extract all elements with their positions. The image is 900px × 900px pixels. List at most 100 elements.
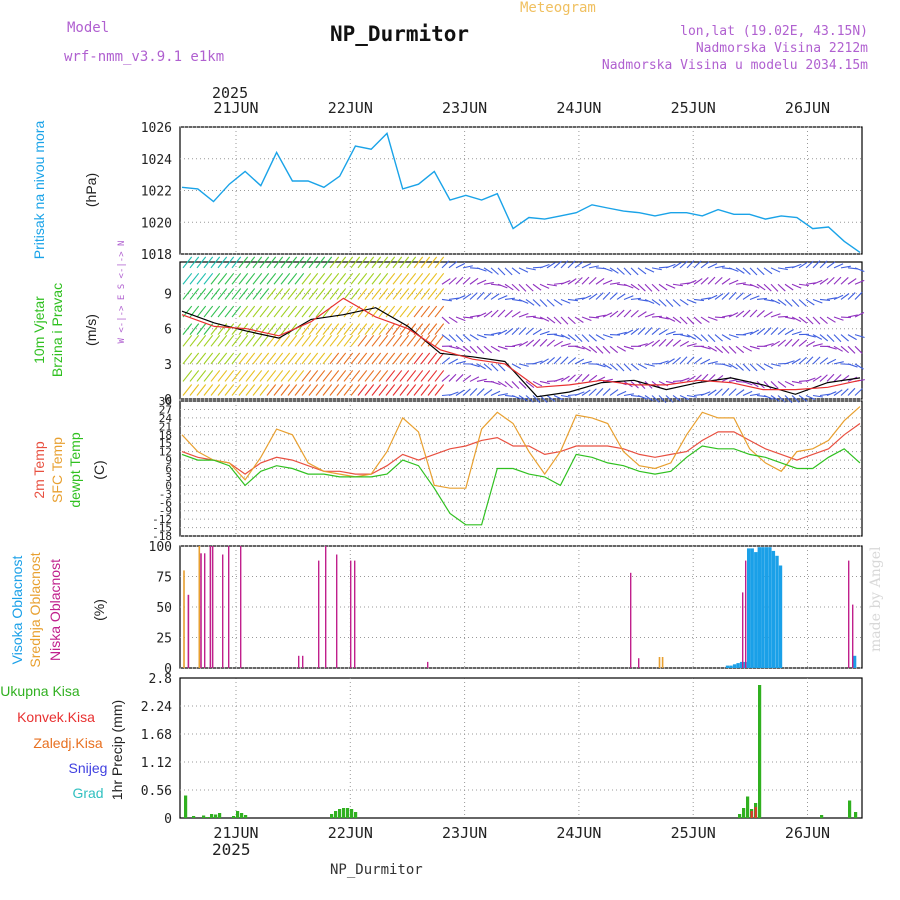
x-tick-label-bottom: 22JUN xyxy=(328,824,373,842)
low-cloud-bar xyxy=(209,546,212,668)
y-tick-label: 1026 xyxy=(141,121,172,136)
y-tick-label: 27 xyxy=(159,403,172,416)
y-tick-label: 9 xyxy=(165,454,172,467)
y-tick-label: 3 xyxy=(165,471,172,484)
y-tick-label: 0 xyxy=(164,812,172,827)
high-cloud-bar xyxy=(750,548,754,668)
mid-cloud-bar xyxy=(183,570,185,668)
y-tick-label: 12 xyxy=(159,446,172,459)
mid-cloud-bar xyxy=(661,657,664,668)
low-cloud-bar xyxy=(630,572,632,668)
x-tick-label-top: 25JUN xyxy=(671,99,716,117)
low-cloud-bar xyxy=(318,560,320,668)
total-precip-bar xyxy=(738,814,742,818)
total-precip-bar xyxy=(354,812,358,818)
x-tick-label-bottom: 24JUN xyxy=(556,824,601,842)
page-title: NP_Durmitor xyxy=(330,22,470,46)
panel-precip xyxy=(179,677,863,819)
x-tick-label-bottom: 26JUN xyxy=(785,824,830,842)
y-tick-label: 2.8 xyxy=(149,672,172,687)
total-precip-bar xyxy=(218,813,222,818)
y-tick-label: 0 xyxy=(165,479,172,492)
y-tick-label: -12 xyxy=(152,513,172,526)
wind-axis-label-2: Brzina i Pravac xyxy=(49,283,65,377)
y-tick-label: 21 xyxy=(159,420,172,433)
low-cloud-bar xyxy=(742,592,744,668)
total-precip-bar xyxy=(338,809,342,818)
panel-frame xyxy=(179,677,863,819)
high-cloud-bar xyxy=(771,550,776,668)
y-tick-label: 100 xyxy=(149,540,172,555)
footer-station: NP_Durmitor xyxy=(330,862,423,878)
high-cloud-bar xyxy=(736,663,740,668)
low-cloud-bar xyxy=(427,661,429,668)
mid-cloud-bar xyxy=(658,657,661,668)
temp-axis-label: 2m Temp xyxy=(31,441,47,499)
total-precip-bar xyxy=(202,815,206,818)
conv-precip-bar xyxy=(750,811,753,818)
low-cloud-bar xyxy=(638,658,640,668)
total-precip-bar xyxy=(746,796,750,818)
total-precip-bar xyxy=(820,815,824,818)
x-tick-label-top: 22JUN xyxy=(328,99,373,117)
total-precip-bar xyxy=(206,817,210,818)
temp-unit-label: (C) xyxy=(91,460,107,479)
total-precip-bar xyxy=(342,808,346,818)
low-cloud-bar xyxy=(187,594,190,668)
x-tick-label-top: 26JUN xyxy=(785,99,830,117)
temp-2m-line xyxy=(181,423,861,475)
precip-legend-label: Ukupna Kisa xyxy=(0,683,80,699)
total-precip-bar xyxy=(184,795,188,818)
y-tick-label: 0 xyxy=(164,393,172,408)
low-cloud-bar xyxy=(848,560,850,668)
y-tick-label: 25 xyxy=(156,632,172,647)
total-precip-bar xyxy=(236,811,240,818)
high-cloud-bar xyxy=(729,665,733,668)
y-tick-label: 30 xyxy=(159,395,172,408)
total-precip-bar xyxy=(232,816,236,818)
y-tick-label: 0 xyxy=(164,662,172,677)
y-tick-label: 15 xyxy=(159,437,172,450)
conv-precip-bar xyxy=(754,807,757,818)
low-cloud-bar xyxy=(852,604,854,668)
temp-axis-label: dewpt Temp xyxy=(67,432,83,507)
y-tick-label: 6 xyxy=(165,463,172,476)
wind-axis-label-1: 10m Vjetar xyxy=(31,296,47,364)
temp-axis-label: SFC Temp xyxy=(49,437,65,503)
dewpoint-line xyxy=(181,445,861,526)
total-precip-bar xyxy=(214,814,218,818)
cloud-axis-label: Niska Oblacnost xyxy=(47,559,63,661)
y-tick-label: 1024 xyxy=(141,153,172,168)
total-precip-bar xyxy=(350,809,354,818)
high-cloud-bar xyxy=(775,555,779,668)
temp-sfc-line xyxy=(181,406,861,489)
y-tick-label: 0.56 xyxy=(141,784,172,799)
x-tick-label-bottom: 25JUN xyxy=(671,824,716,842)
y-tick-label: 1018 xyxy=(141,248,172,263)
total-precip-bar xyxy=(334,811,338,818)
y-tick-label: 1.68 xyxy=(141,728,172,743)
y-tick-label: 18 xyxy=(159,429,172,442)
low-cloud-bar xyxy=(212,546,214,668)
y-tick-label: 3 xyxy=(164,358,172,373)
high-cloud-bar xyxy=(768,547,772,668)
y-tick-label: -15 xyxy=(152,522,172,535)
high-cloud-bar xyxy=(732,664,737,668)
low-cloud-bar xyxy=(204,553,206,668)
high-cloud-bar xyxy=(739,661,744,668)
y-tick-label: -9 xyxy=(159,505,172,518)
y-tick-label: 50 xyxy=(156,601,172,616)
wind-speed-red xyxy=(181,297,861,391)
low-cloud-bar xyxy=(354,560,356,668)
high-cloud-bar xyxy=(852,655,857,668)
y-tick-label: 1.12 xyxy=(141,756,172,771)
total-precip-bar xyxy=(854,812,858,818)
low-cloud-bar xyxy=(240,546,242,668)
total-precip-bar xyxy=(330,814,334,818)
coords-text: lon,lat (19.02E, 43.15N) xyxy=(680,24,868,39)
high-cloud-bar xyxy=(778,565,783,668)
total-precip-bar xyxy=(244,815,248,818)
wind-unit-label: (m/s) xyxy=(83,314,99,346)
y-tick-label: -3 xyxy=(159,488,172,501)
